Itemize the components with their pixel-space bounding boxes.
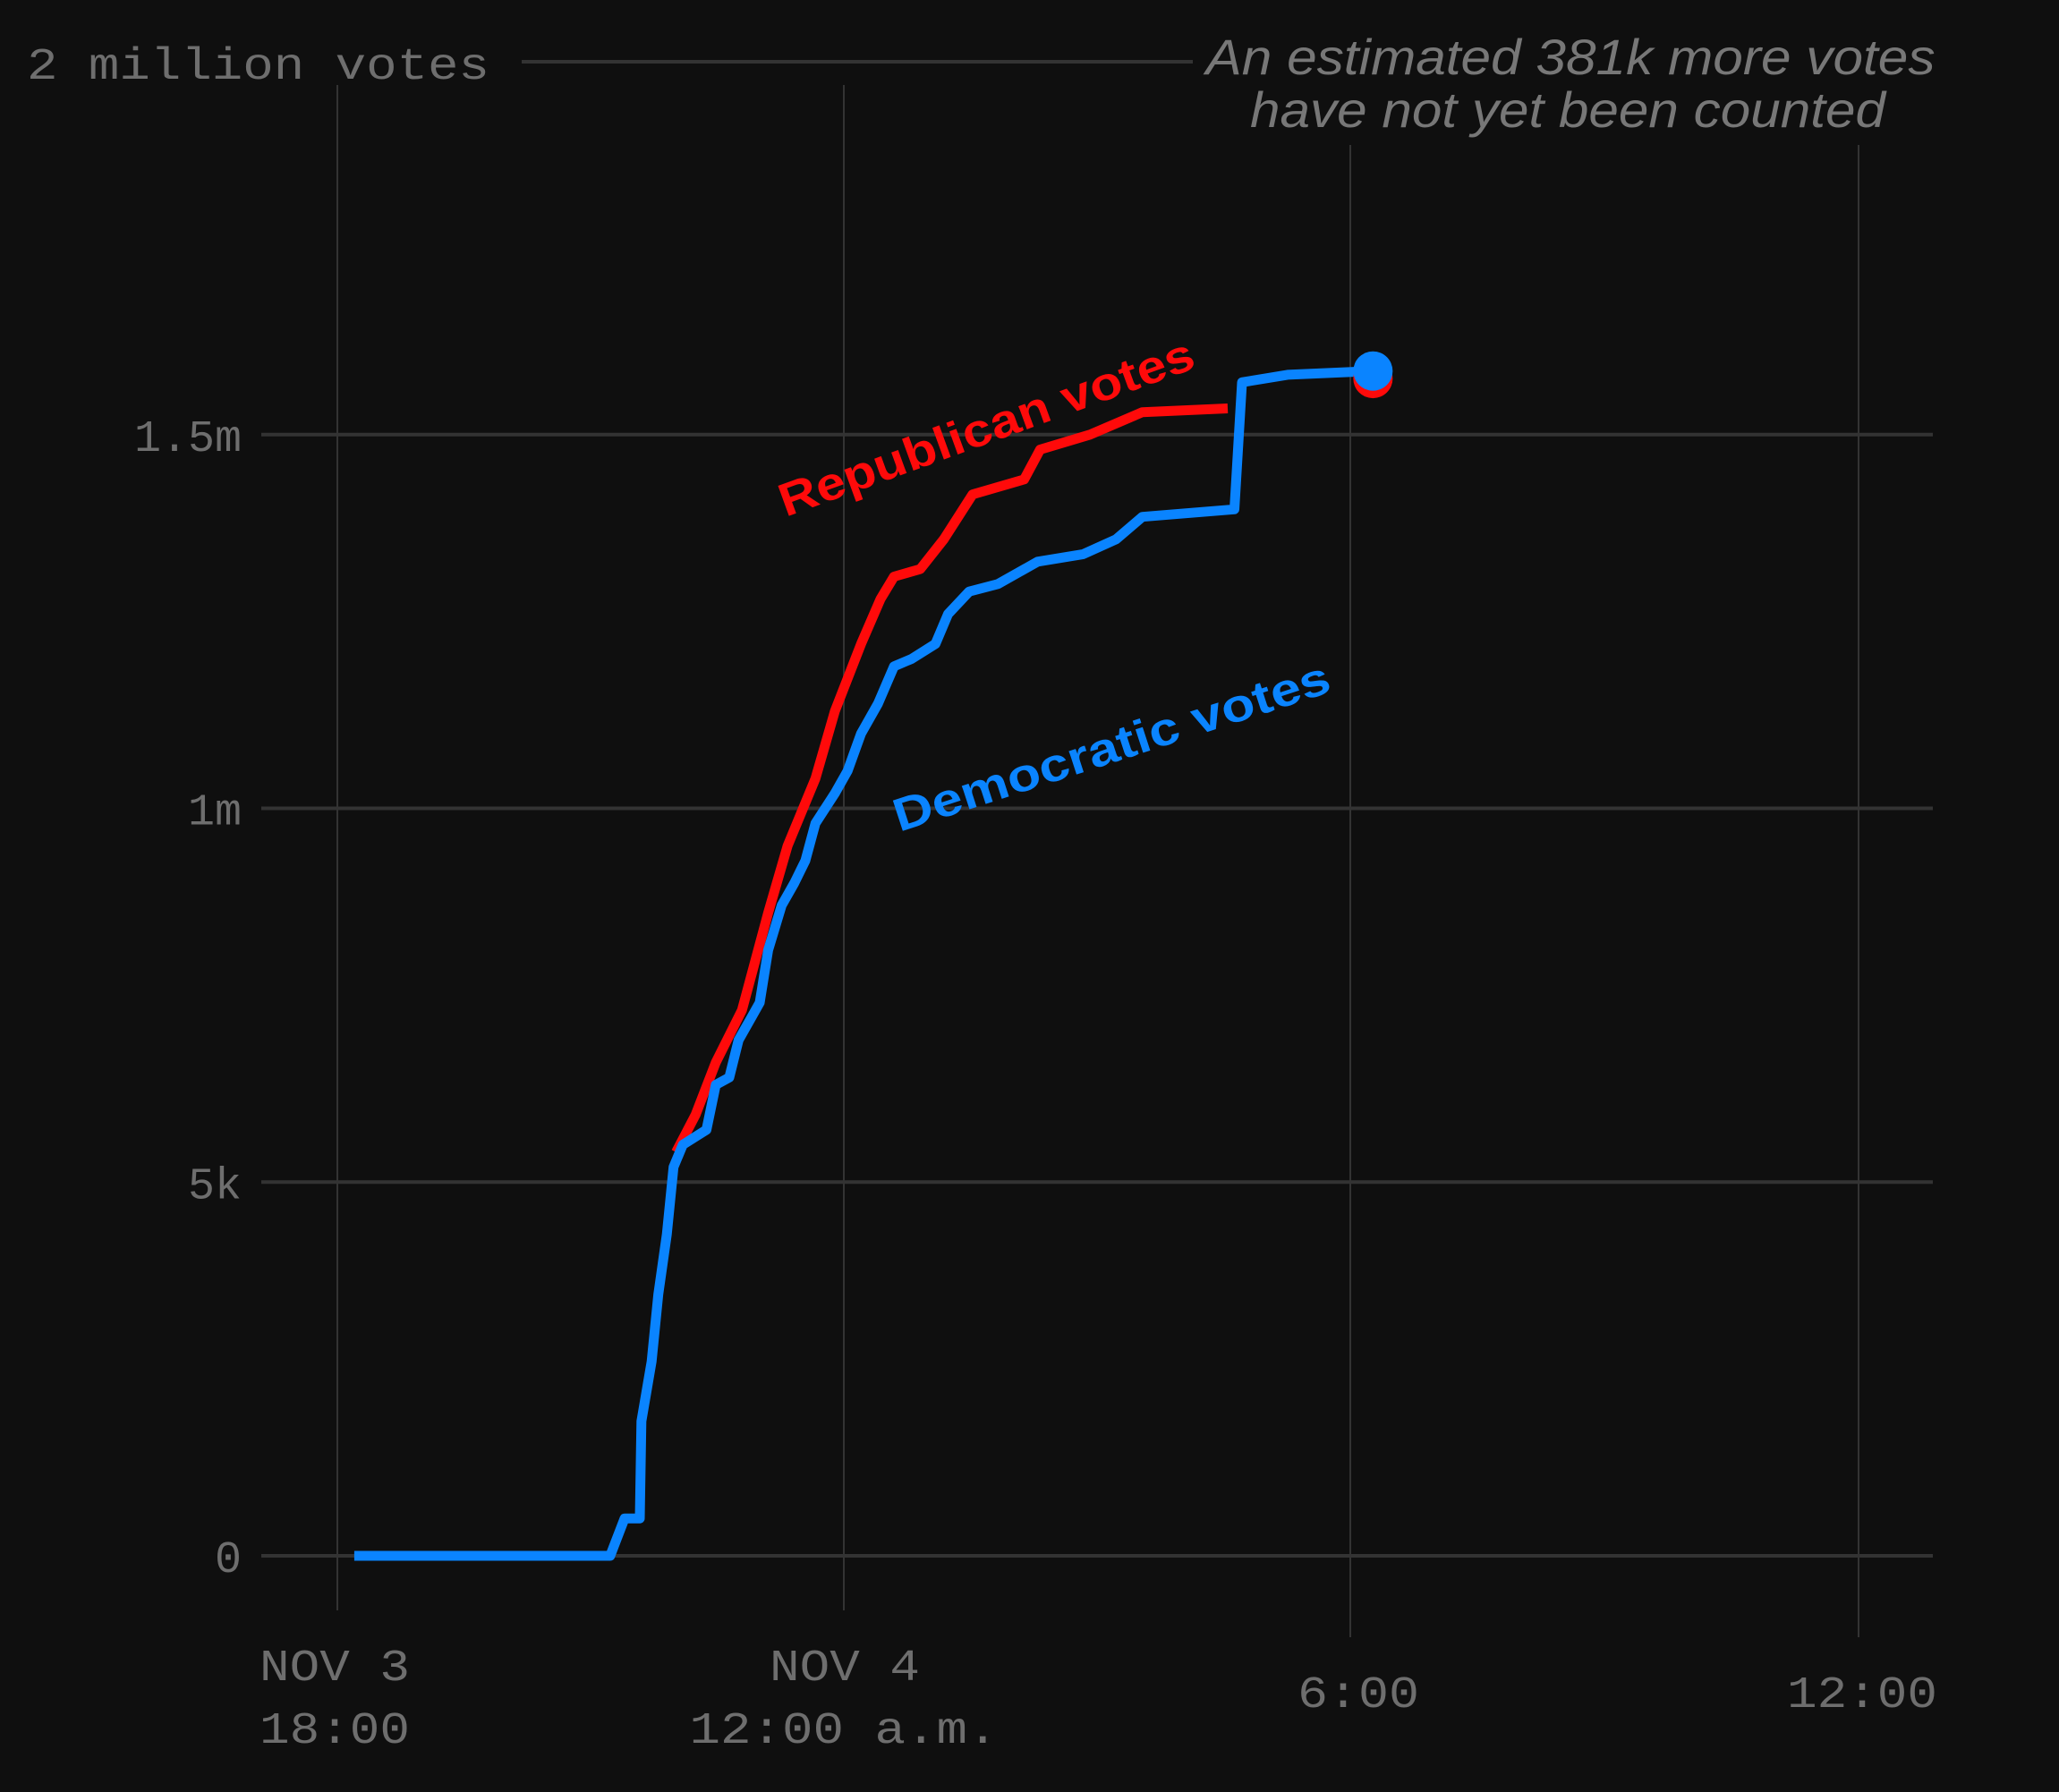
y-tick-label: 5k	[188, 1161, 242, 1212]
y-tick-label: 0	[215, 1535, 242, 1586]
democratic-votes-line	[353, 366, 1374, 1561]
x-tick-label-date: NOV 4	[770, 1643, 920, 1694]
republican-series-label: Republican votes	[771, 328, 1201, 527]
series-lines	[353, 351, 1393, 1561]
grid	[261, 60, 1933, 1637]
democratic-series-label: Democratic votes	[887, 652, 1337, 843]
y-tick-label: 1m	[188, 788, 242, 839]
annotation-line-2: have not yet been counted	[1250, 81, 1887, 138]
republican-votes-line	[671, 403, 1229, 1155]
democratic-votes-end-point	[1353, 351, 1393, 391]
y-axis-title: 2 million votes	[27, 42, 489, 93]
x-tick-label-time: 12:00	[1787, 1670, 1937, 1721]
x-tick-label-date: NOV 3	[260, 1643, 410, 1694]
x-tick-label-time: 6:00	[1298, 1670, 1419, 1721]
annotation-line-1: An estimated 381k more votes	[1203, 29, 1935, 85]
axis-ticks: 0 5k 1m 1.5m NOV 3 18:00 NOV 4 12:00 a.m. 6:00 12…	[134, 414, 1937, 1757]
y-tick-label: 1.5m	[134, 414, 242, 465]
x-tick-label-time: 18:00	[260, 1706, 410, 1757]
x-tick-label-time: 12:00 a.m.	[690, 1706, 999, 1757]
